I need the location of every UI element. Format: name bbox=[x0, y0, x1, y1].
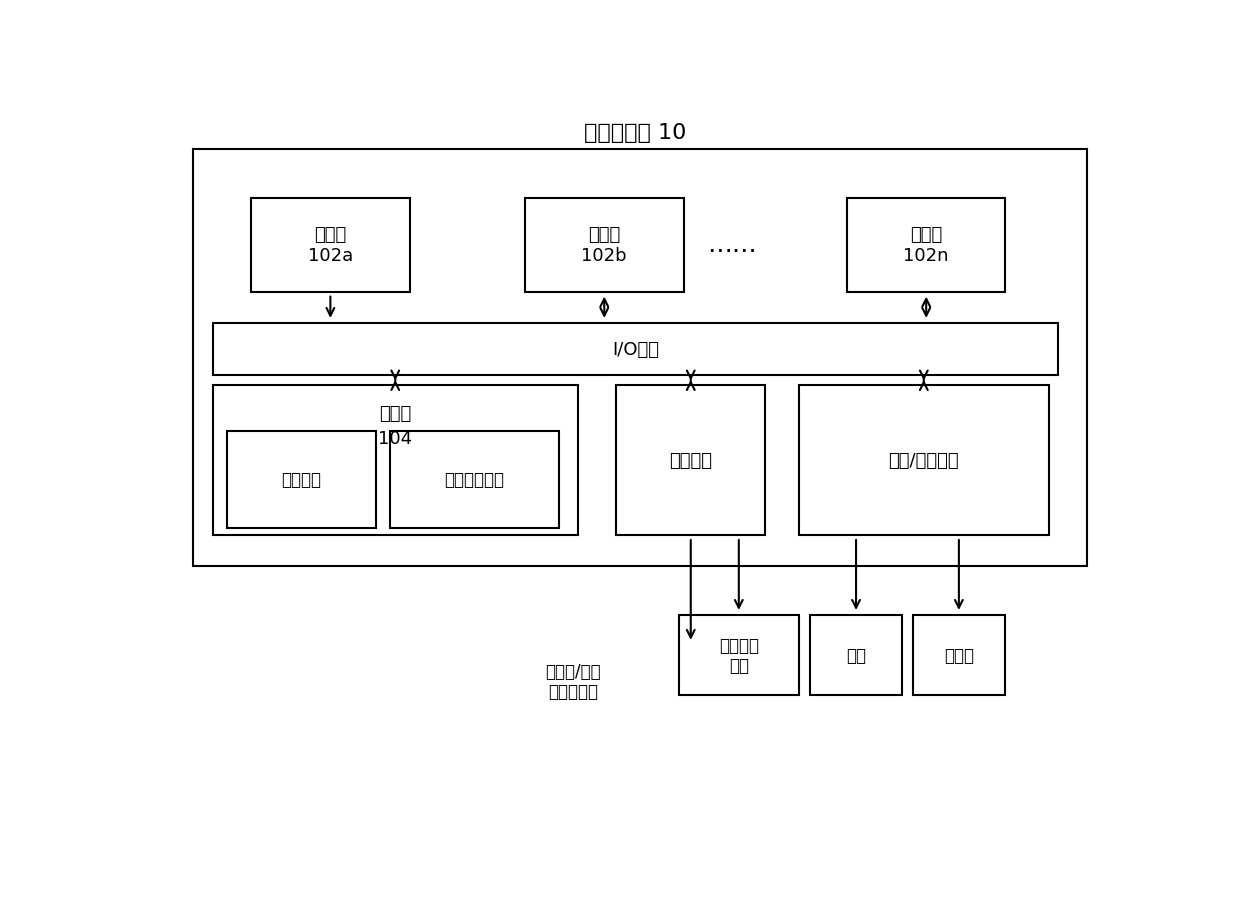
Bar bbox=[213, 386, 578, 536]
Bar bbox=[678, 615, 799, 695]
Text: 处理器
102n: 处理器 102n bbox=[904, 226, 949, 265]
Bar bbox=[391, 431, 558, 529]
Bar bbox=[616, 386, 765, 536]
Text: 输入/输出接口: 输入/输出接口 bbox=[889, 452, 959, 470]
Text: 显示器: 显示器 bbox=[944, 646, 973, 664]
Bar bbox=[811, 615, 901, 695]
Bar bbox=[227, 431, 376, 529]
Bar bbox=[193, 150, 1087, 566]
Text: 处理器
102b: 处理器 102b bbox=[582, 226, 627, 265]
Bar bbox=[913, 615, 1004, 695]
Text: 数据存储装置: 数据存储装置 bbox=[444, 471, 505, 489]
Bar bbox=[213, 324, 1058, 375]
Bar bbox=[250, 198, 409, 292]
Text: 光标控制
设备: 光标控制 设备 bbox=[719, 636, 759, 675]
Text: 存储器: 存储器 bbox=[379, 405, 412, 423]
Text: 有线和/或无
线网络连接: 有线和/或无 线网络连接 bbox=[546, 662, 601, 701]
Bar bbox=[799, 386, 1049, 536]
Text: 键盘: 键盘 bbox=[846, 646, 866, 664]
Text: ……: …… bbox=[707, 233, 756, 257]
Text: 网络接口: 网络接口 bbox=[670, 452, 712, 470]
Bar bbox=[525, 198, 683, 292]
Text: 104: 104 bbox=[378, 429, 413, 447]
Text: I/O接口: I/O接口 bbox=[613, 341, 658, 359]
Text: 程序指令: 程序指令 bbox=[281, 471, 321, 489]
Bar bbox=[847, 198, 1006, 292]
Text: 处理器
102a: 处理器 102a bbox=[308, 226, 353, 265]
Text: 计算机终端 10: 计算机终端 10 bbox=[584, 123, 687, 143]
